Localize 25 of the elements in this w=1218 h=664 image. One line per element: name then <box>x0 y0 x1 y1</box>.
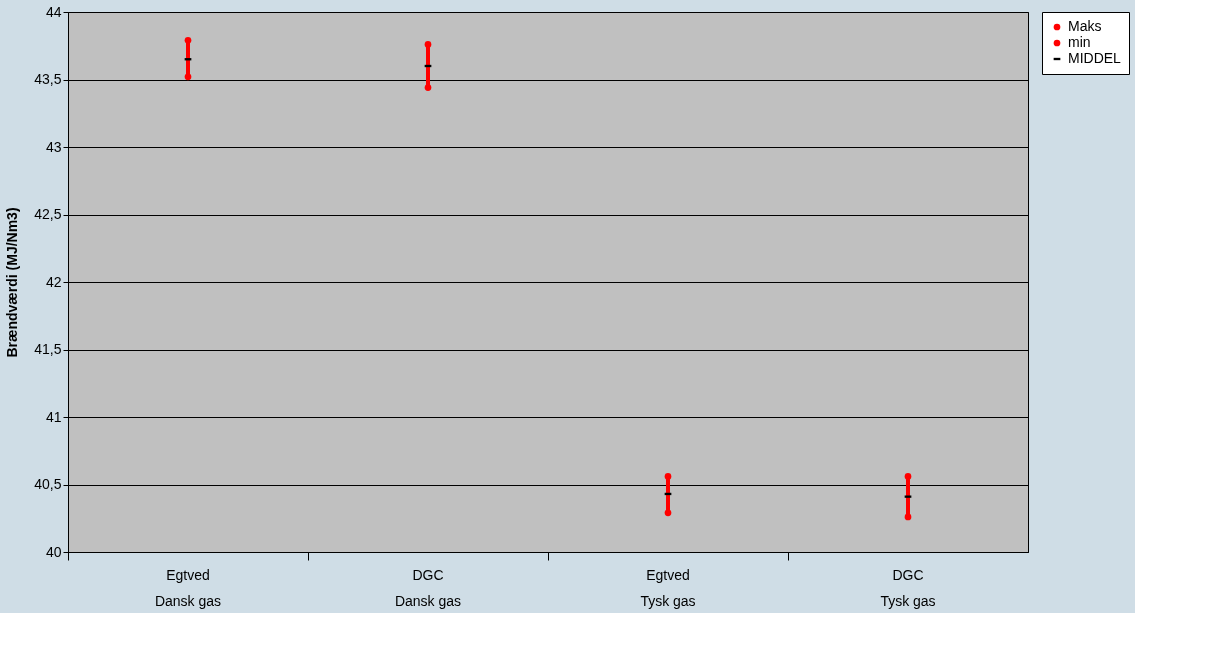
point <box>664 509 672 517</box>
y-tick-label: 43,5 <box>34 71 62 87</box>
point <box>904 473 912 480</box>
x-tick-label: DGC Dansk gas <box>394 566 462 609</box>
point <box>184 73 192 81</box>
x-tick-label: Egtved Tysk gas <box>640 566 696 609</box>
legend-label: min <box>1068 34 1091 50</box>
x-tick-label: Egtved Dansk gas <box>154 566 222 609</box>
point <box>904 513 912 521</box>
y-tick-label: 44 <box>45 3 62 20</box>
point <box>184 37 192 44</box>
legend-label: MIDDEL <box>1068 50 1122 66</box>
y-axis-title: Brændværdi (MJ/Nm3) <box>4 207 21 358</box>
y-tick-label: 41 <box>45 408 62 425</box>
point <box>664 473 672 480</box>
y-tick-label: 43 <box>45 138 62 155</box>
point <box>424 84 432 91</box>
y-tick-label: 42,5 <box>34 206 62 222</box>
legend-label: Maks <box>1068 18 1102 34</box>
x-tick-label: DGC Tysk gas <box>880 566 936 609</box>
y-tick-label: 40,5 <box>34 476 62 492</box>
y-tick-label: 42 <box>45 273 62 290</box>
y-tick-label: 41,5 <box>34 341 62 357</box>
point <box>424 41 432 48</box>
y-tick-label: 40 <box>45 543 62 560</box>
